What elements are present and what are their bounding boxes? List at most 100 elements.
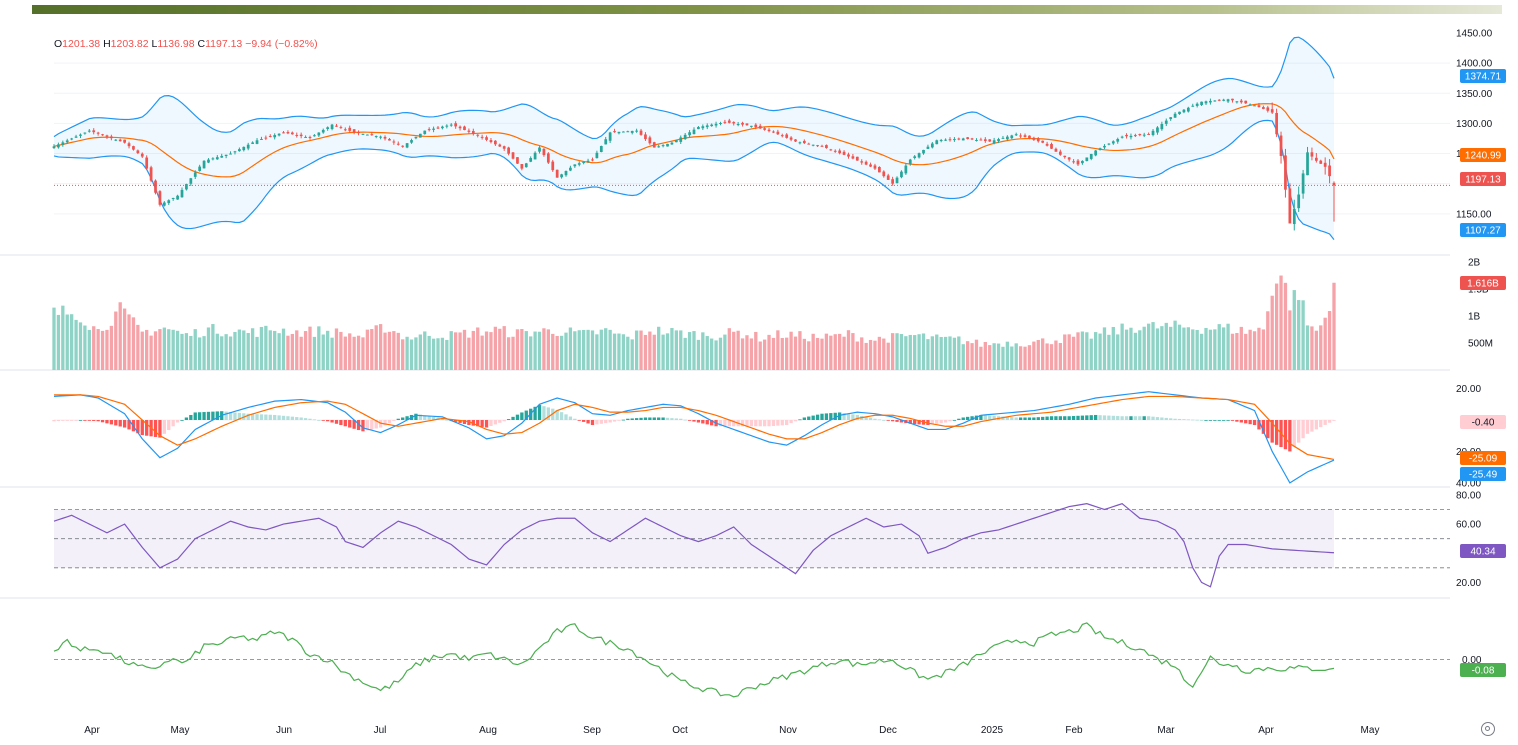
candle-body [357, 132, 360, 134]
macd-histogram-bar [348, 420, 352, 428]
candle-body [436, 127, 440, 129]
volume-bar [564, 332, 568, 370]
macd-histogram-bar [1199, 420, 1204, 421]
candle-body [1081, 160, 1084, 164]
macd-histogram-bar [78, 420, 83, 421]
volume-bar [626, 336, 630, 370]
macd-histogram-bar [754, 420, 758, 427]
volume-bar [1305, 325, 1310, 370]
volume-bar [864, 342, 868, 370]
volume-bar [1014, 343, 1018, 370]
volume-bar [356, 335, 361, 370]
candle-body [471, 130, 475, 134]
candle-body [211, 158, 215, 160]
macd-histogram-bar [785, 420, 789, 426]
candle-body [613, 131, 616, 133]
candle-body [290, 132, 294, 135]
volume-bar [1111, 326, 1115, 370]
macd-histogram-bar [259, 414, 264, 420]
candle-body [167, 200, 171, 204]
candle-body [304, 136, 307, 138]
macd-histogram-bar [396, 418, 400, 420]
candle-body [1323, 162, 1327, 167]
macd-histogram-bar [405, 416, 409, 420]
candle-body [917, 153, 921, 158]
volume-bar [480, 335, 484, 370]
macd-histogram-bar [665, 417, 670, 420]
candle-body [697, 127, 700, 130]
top-accent-bar [32, 5, 1502, 14]
candle-body [767, 129, 771, 132]
candle-body [555, 169, 559, 178]
volume-bar [431, 338, 436, 370]
candle-body [418, 133, 422, 138]
candle-body [1094, 150, 1098, 156]
volume-bar [378, 324, 383, 370]
macd-histogram-bar [727, 420, 731, 427]
volume-bar [1005, 341, 1010, 370]
volume-bar [56, 314, 61, 370]
macd-histogram-bar [326, 420, 330, 422]
gear-icon[interactable] [1481, 722, 1495, 736]
candle-body [480, 136, 484, 138]
candle-body [683, 134, 687, 140]
volume-bar [515, 329, 520, 370]
candle-body [939, 139, 943, 141]
candle-body [1332, 182, 1336, 186]
candle-body [52, 146, 56, 149]
candle-body [551, 161, 555, 171]
candle-body [233, 151, 237, 153]
volume-bar [1107, 334, 1111, 370]
volume-bar [696, 339, 701, 370]
candle-body [644, 134, 647, 140]
volume-bar [855, 341, 859, 370]
volume-bar [1094, 332, 1098, 370]
macd-axis-label: 20.00 [1456, 384, 1481, 395]
macd-histogram-bar [423, 415, 427, 420]
volume-axis-label: 500M [1468, 339, 1493, 350]
volume-bar [312, 336, 317, 370]
macd-histogram-bar [983, 415, 987, 420]
volume-bar [493, 326, 498, 370]
macd-histogram-bar [1133, 416, 1138, 420]
candle-body [780, 135, 784, 137]
volume-bar [136, 324, 140, 370]
candle-body [502, 146, 506, 149]
volume-bar [983, 341, 987, 370]
macd-histogram-bar [189, 414, 193, 420]
volume-bar [612, 333, 617, 370]
macd-histogram-bar [1071, 416, 1076, 420]
candle-body [961, 138, 965, 141]
volume-bar [1054, 340, 1058, 370]
candle-body [1306, 152, 1309, 176]
x-axis-label-sep: Sep [583, 725, 601, 736]
macd-histogram-bar [723, 420, 727, 427]
candle-body [388, 138, 391, 141]
candle-body [957, 138, 961, 140]
macd-histogram-bar [1107, 415, 1111, 420]
volume-bar [383, 332, 387, 370]
candle-body [441, 126, 444, 129]
volume-bar [599, 329, 603, 370]
macd-histogram-bar [621, 419, 626, 421]
volume-bar [326, 330, 330, 370]
macd-histogram-bar [321, 420, 325, 421]
candle-body [785, 134, 789, 138]
volume-bar [807, 341, 811, 370]
volume-bar [1257, 327, 1261, 370]
volume-bar [1226, 323, 1230, 370]
macd-histogram-bar [1208, 420, 1213, 421]
rsi-axis-label: 60.00 [1456, 520, 1481, 531]
candle-body [1288, 188, 1292, 224]
macd-histogram-bar [467, 420, 471, 426]
candle-body [1248, 104, 1252, 106]
volume-bar [352, 336, 356, 370]
candle-body [727, 120, 731, 123]
volume-bar [546, 329, 550, 370]
candle-body [1222, 99, 1226, 101]
volume-bar [1010, 346, 1014, 370]
volume-bar [723, 334, 727, 370]
volume-bar [1041, 338, 1045, 370]
macd-histogram-bar [1173, 418, 1177, 420]
